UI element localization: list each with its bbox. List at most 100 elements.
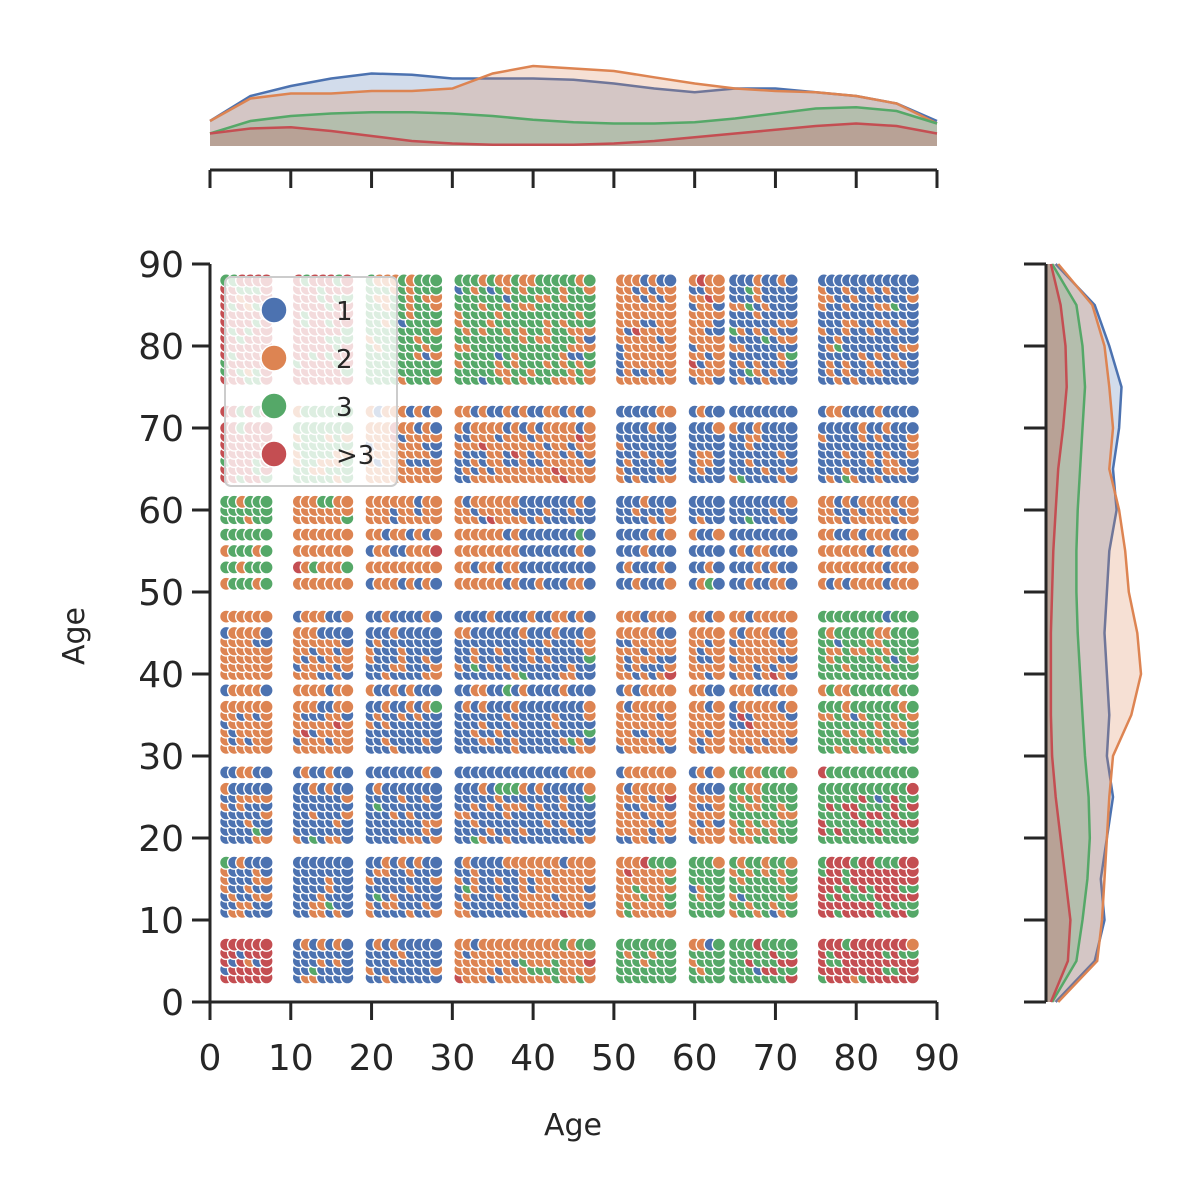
scatter-point <box>663 855 678 870</box>
scatter-point <box>339 494 355 510</box>
scatter-point <box>905 765 921 780</box>
scatter-point <box>784 765 799 780</box>
scatter-point <box>339 609 355 624</box>
scatter-point <box>582 625 598 641</box>
scatter-point <box>582 420 598 436</box>
top-kde-area <box>210 66 937 146</box>
x-tick-label: 0 <box>199 1038 222 1079</box>
right-kde-area <box>1046 264 1122 1002</box>
scatter-point <box>339 937 355 952</box>
x-tick-label: 10 <box>268 1038 314 1079</box>
scatter-point <box>663 420 678 436</box>
scatter-point <box>663 404 678 419</box>
scatter-point <box>428 937 444 952</box>
scatter-point <box>428 699 444 715</box>
scatter-point <box>711 527 727 542</box>
scatter-point <box>259 625 274 641</box>
scatter-point <box>663 937 678 952</box>
scatter-point <box>582 543 598 559</box>
scatter-point <box>784 543 799 559</box>
scatter-point <box>259 937 274 952</box>
scatter-point <box>582 273 598 288</box>
scatter-point <box>428 420 444 436</box>
scatter-point <box>784 404 799 419</box>
scatter-point <box>259 576 274 592</box>
scatter-point <box>784 494 799 510</box>
right-kde-area <box>1046 264 1141 1002</box>
scatter-point <box>784 609 799 624</box>
scatter-point <box>663 699 678 715</box>
legend-label: 3 <box>336 393 353 423</box>
scatter-point <box>428 625 444 641</box>
scatter-point <box>259 781 274 797</box>
scatter-point <box>711 420 727 436</box>
scatter-point <box>711 576 727 592</box>
x-tick-label: 50 <box>591 1038 637 1079</box>
scatter-point <box>259 560 274 575</box>
scatter-point <box>259 699 274 715</box>
x-axis-label: Age <box>544 1108 602 1143</box>
scatter-point <box>663 625 678 641</box>
scatter-point <box>711 404 727 419</box>
scatter-point <box>663 576 678 592</box>
scatter-point <box>663 273 678 288</box>
legend-label: 2 <box>336 345 353 375</box>
scatter-point <box>582 683 598 698</box>
scatter-point <box>663 609 678 624</box>
scatter-point <box>905 576 921 592</box>
legend-marker <box>260 344 288 372</box>
scatter-point <box>663 527 678 542</box>
scatter-point <box>905 420 921 436</box>
scatter-point <box>784 560 799 575</box>
right-marginal-kde <box>1024 262 1143 1004</box>
scatter-point <box>428 543 444 559</box>
scatter-point <box>339 855 355 870</box>
x-tick-label: 60 <box>672 1038 718 1079</box>
top-marginal-kde <box>208 64 939 188</box>
scatter-point <box>711 765 727 780</box>
right-kde-line <box>1049 263 1072 1003</box>
y-tick-label: 90 <box>138 245 184 286</box>
legend-label: 1 <box>336 297 353 327</box>
scatter-point <box>663 543 678 559</box>
right-kde-line <box>1051 263 1092 1003</box>
top-kde-area <box>210 123 937 146</box>
scatter-point <box>711 855 727 870</box>
scatter-point <box>784 625 799 641</box>
y-tick-label: 40 <box>138 655 184 696</box>
y-tick-label: 80 <box>138 327 184 368</box>
y-tick-label: 70 <box>138 409 184 450</box>
y-tick-label: 60 <box>138 491 184 532</box>
y-tick-label: 50 <box>138 573 184 614</box>
y-tick-label: 10 <box>138 901 184 942</box>
scatter-point <box>259 494 274 510</box>
scatter-point <box>711 781 727 797</box>
scatter-point <box>428 781 444 797</box>
scatter-point <box>259 765 274 780</box>
scatter-point <box>339 560 355 575</box>
scatter-point <box>905 937 921 952</box>
scatter-point <box>905 609 921 624</box>
x-tick-label: 80 <box>833 1038 879 1079</box>
scatter-point <box>339 765 355 780</box>
scatter-point <box>339 543 355 559</box>
scatter-point <box>784 420 799 436</box>
scatter-point <box>582 576 598 592</box>
scatter-point <box>339 625 355 641</box>
scatter-point <box>582 765 598 780</box>
scatter-point <box>428 404 444 419</box>
scatter-point <box>905 494 921 510</box>
scatter-point <box>582 781 598 797</box>
scatter-point <box>784 273 799 288</box>
scatter-point <box>711 494 727 510</box>
scatter-point <box>582 404 598 419</box>
y-tick-label: 20 <box>138 819 184 860</box>
legend-marker <box>260 392 288 420</box>
scatter-point <box>784 937 799 952</box>
scatter-point <box>784 576 799 592</box>
scatter-point <box>428 855 444 870</box>
legend-marker <box>260 440 288 468</box>
scatter-point <box>582 699 598 715</box>
scatter-point <box>428 683 444 698</box>
scatter-point <box>428 609 444 624</box>
